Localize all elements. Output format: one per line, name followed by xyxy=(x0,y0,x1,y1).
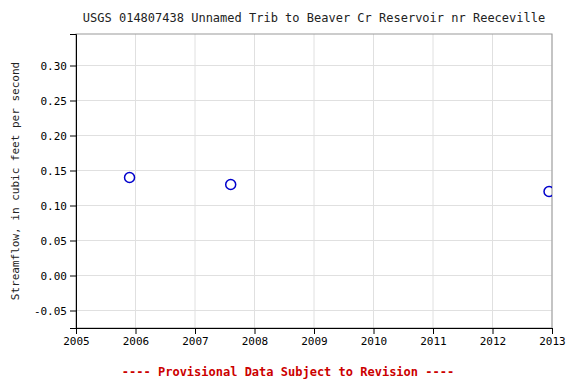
point xyxy=(226,180,236,190)
x-tick: 2010 xyxy=(361,328,388,348)
x-axis: 2005 2006 2007 2008 2009 2010 2011 2012 2013 xyxy=(63,328,566,348)
y-tick-mark xyxy=(70,66,76,67)
x-tick: 2008 xyxy=(242,328,269,348)
y-tick-mark xyxy=(70,101,76,102)
x-grid-line xyxy=(373,34,374,328)
chart: 2005 2006 2007 2008 2009 2010 2011 2012 2013 -0.0… xyxy=(0,0,576,384)
x-tick-mark xyxy=(195,328,196,334)
x-tick-mark xyxy=(314,328,315,334)
x-tick: 2012 xyxy=(480,328,507,348)
x-grid-line xyxy=(433,34,434,328)
y-tick-mark xyxy=(70,136,76,137)
x-tick-mark xyxy=(374,328,375,334)
y-tick: 0.15 xyxy=(41,165,77,178)
y-grid-line xyxy=(76,240,552,241)
x-tick-label: 2010 xyxy=(361,335,388,348)
y-tick: 0.25 xyxy=(41,95,77,108)
y-tick: 0.00 xyxy=(41,270,77,283)
title: USGS 014807438 Unnamed Trib to Beaver Cr… xyxy=(83,11,545,25)
point xyxy=(544,187,552,197)
x-axis-line xyxy=(77,329,553,335)
x-tick-label: 2011 xyxy=(420,335,447,348)
y-tick: 0.05 xyxy=(41,235,77,248)
y-tick: 0.10 xyxy=(41,200,77,213)
y-tick: 0.20 xyxy=(41,130,77,143)
x-tick: 2011 xyxy=(420,328,447,348)
y-grid-line xyxy=(76,65,552,66)
y-grid-line xyxy=(76,205,552,206)
x-tick: 2007 xyxy=(182,328,209,348)
y-grid-line xyxy=(76,310,552,311)
y-grid-line xyxy=(76,170,552,171)
x-grid-line xyxy=(195,34,196,328)
y-grid-line xyxy=(76,100,552,101)
x-tick-mark xyxy=(552,328,553,334)
x-tick-label: 2006 xyxy=(123,335,150,348)
plot-area: 2005 2006 2007 2008 2009 2010 2011 2012 2013 -0.0… xyxy=(34,34,566,348)
x-tick-label: 2012 xyxy=(480,335,507,348)
x-tick: 2013 xyxy=(539,328,566,348)
y-tick-mark xyxy=(70,241,76,242)
point xyxy=(125,173,135,183)
plot-frame xyxy=(76,34,552,328)
y-grid-line xyxy=(76,135,552,136)
x-tick-mark xyxy=(136,328,137,334)
x-tick-mark xyxy=(493,328,494,334)
grid xyxy=(76,34,552,328)
x-grid-line xyxy=(492,34,493,328)
y-tick-mark xyxy=(70,206,76,207)
x-tick: 2006 xyxy=(123,328,150,348)
y-tick-label: 0.20 xyxy=(41,130,68,143)
x-tick-label: 2008 xyxy=(242,335,269,348)
y-tick: 0.30 xyxy=(41,60,77,73)
x-tick-label: 2009 xyxy=(301,335,328,348)
y-tick-mark xyxy=(70,171,76,172)
x-tick-label: 2013 xyxy=(539,335,566,348)
x-tick: 2005 xyxy=(63,328,90,348)
y-axis-line xyxy=(70,35,77,329)
y-axis-title: Streamflow, in cubic feet per second xyxy=(9,62,22,300)
y-tick: -0.05 xyxy=(34,305,76,318)
y-tick-label: 0.05 xyxy=(41,235,68,248)
y-tick-label: 0.10 xyxy=(41,200,68,213)
y-tick-label: -0.05 xyxy=(34,305,67,318)
x-tick-label: 2007 xyxy=(182,335,209,348)
footnote: ---- Provisional Data Subject to Revisio… xyxy=(122,365,454,379)
y-tick-label: 0.25 xyxy=(41,95,68,108)
y-tick-label: 0.00 xyxy=(41,270,68,283)
y-axis: -0.05 0.00 0.05 0.10 0.15 0.20 0.25 0.30 xyxy=(34,35,77,329)
x-tick-label: 2005 xyxy=(63,335,90,348)
y-tick-label: 0.15 xyxy=(41,165,68,178)
marks xyxy=(125,173,552,197)
y-grid-line xyxy=(76,275,552,276)
x-tick-mark xyxy=(433,328,434,334)
x-tick-mark xyxy=(255,328,256,334)
x-grid-line xyxy=(254,34,255,328)
x-grid-line xyxy=(314,34,315,328)
x-grid-line xyxy=(135,34,136,328)
y-tick-label: 0.30 xyxy=(41,60,68,73)
y-tick-mark xyxy=(70,276,76,277)
x-tick: 2009 xyxy=(301,328,328,348)
y-tick-mark xyxy=(70,311,76,312)
